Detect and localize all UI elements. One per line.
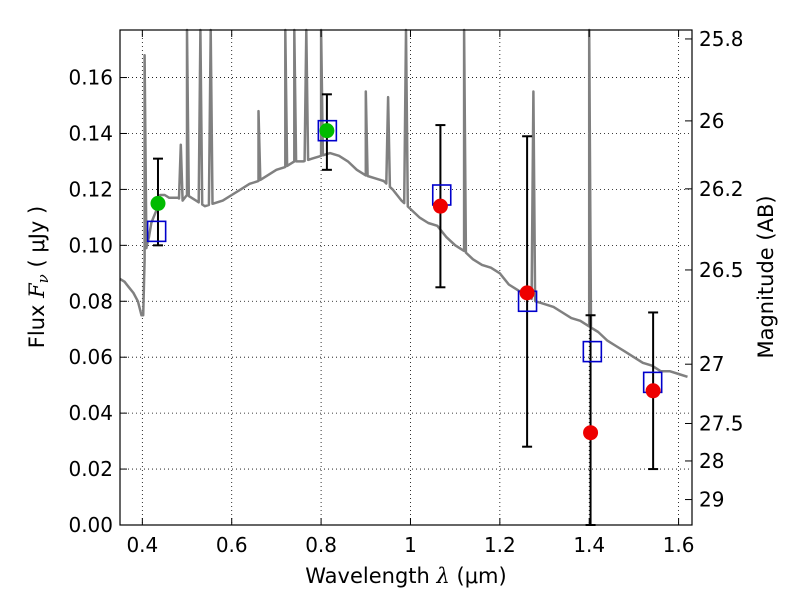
model-flux-markers [146, 119, 663, 394]
x-tick-label: 1.2 [484, 533, 516, 557]
y-axis-label-units: ( μJy ) [25, 206, 49, 274]
observed-flux-point [645, 383, 661, 399]
observed-flux-point [432, 198, 448, 214]
model-flux-square [146, 220, 167, 243]
x-axis-label-prefix: Wavelength [305, 564, 436, 588]
magnitude-tick-label: 28 [699, 449, 724, 473]
y-axis-label-subscript: ν [34, 274, 52, 283]
x-tick-label: 0.4 [126, 533, 158, 557]
magnitude-tick-label: 26 [699, 109, 724, 133]
x-tick-label: 1.4 [573, 533, 605, 557]
observed-flux-point [583, 425, 599, 441]
y-axis-label-prefix: Flux [25, 298, 49, 348]
x-tick-label: 0.6 [216, 533, 248, 557]
x-tick-label: 1 [404, 533, 417, 557]
magnitude-tick-label: 27 [699, 352, 724, 376]
y-tick-label: 0.00 [68, 513, 113, 537]
model-flux-square [582, 340, 603, 363]
magnitude-tick-label: 25.8 [699, 27, 744, 51]
y-tick-label: 0.02 [68, 457, 113, 481]
y-tick-label: 0.08 [68, 289, 113, 313]
x-axis-label-units: (μm) [450, 564, 507, 588]
magnitude-tick-label: 26.5 [699, 258, 744, 282]
x-tick-label: 0.8 [305, 533, 337, 557]
x-axis-label-symbol: λ [436, 564, 450, 588]
magnitude-tick-label: 26.2 [699, 177, 744, 201]
plot-frame [119, 29, 693, 526]
spectrum-line [119, 28, 688, 378]
y-tick-label: 0.16 [68, 66, 113, 90]
x-axis-label: Wavelength λ (μm) [305, 564, 506, 588]
y-axis-label: Flux Fν ( μJy ) [25, 206, 52, 348]
model-flux-square [317, 119, 338, 142]
y-tick-label: 0.12 [68, 177, 113, 201]
y-tick-label: 0.04 [68, 401, 113, 425]
y-tick-label: 0.06 [68, 345, 113, 369]
magnitude-tick-label: 29 [699, 488, 724, 512]
y-axis-label-symbol: F [25, 282, 49, 299]
observed-flux-markers [150, 123, 661, 441]
observed-flux-point [519, 285, 535, 301]
observed-flux-point [319, 123, 335, 139]
magnitude-tick-label: 27.5 [699, 411, 744, 435]
x-tick-label: 1.6 [663, 533, 695, 557]
y-tick-label: 0.10 [68, 233, 113, 257]
observed-flux-point [150, 195, 166, 211]
axis-ticks: 0.4 0.6 0.8 1 1.2 1.4 1.6 0.00 0.02 0.04 0.06 0.08 0… [68, 27, 743, 557]
right-axis-label: Magnitude (AB) [754, 195, 778, 358]
model-spectrum [119, 28, 688, 378]
y-tick-label: 0.14 [68, 121, 113, 145]
